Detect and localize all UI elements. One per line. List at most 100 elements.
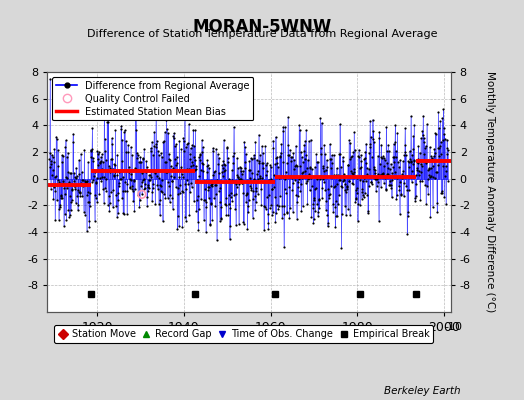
Point: [298, 174, 306, 181]
Point: [426, 174, 434, 180]
Point: [345, 212, 354, 218]
Point: [432, 131, 440, 138]
Point: [200, 178, 209, 184]
Point: [132, 98, 140, 104]
Point: [374, 152, 382, 159]
Point: [413, 165, 421, 172]
Point: [183, 177, 191, 183]
Point: [148, 189, 157, 196]
Point: [400, 179, 408, 186]
Point: [348, 180, 356, 186]
Point: [297, 149, 305, 155]
Point: [232, 191, 241, 198]
Point: [108, 135, 116, 142]
Point: [281, 176, 290, 183]
Point: [331, 224, 340, 230]
Point: [149, 152, 158, 158]
Point: [405, 158, 413, 165]
Point: [96, 154, 105, 160]
Point: [102, 176, 110, 182]
Point: [115, 169, 124, 175]
Point: [401, 152, 410, 158]
Point: [294, 193, 303, 200]
Point: [414, 172, 423, 178]
Point: [95, 160, 104, 166]
Point: [60, 223, 68, 229]
Point: [323, 164, 331, 170]
Point: [62, 174, 70, 180]
Point: [422, 160, 431, 166]
Point: [70, 174, 79, 180]
Point: [201, 186, 209, 192]
Point: [172, 159, 181, 166]
Point: [366, 118, 374, 124]
Point: [234, 174, 243, 180]
Point: [274, 164, 282, 170]
Point: [395, 164, 403, 171]
Point: [184, 181, 192, 187]
Point: [241, 144, 249, 150]
Point: [309, 220, 318, 226]
Point: [241, 158, 249, 165]
Point: [117, 126, 125, 132]
Point: [421, 145, 430, 151]
Point: [140, 146, 148, 152]
Point: [318, 120, 326, 126]
Point: [291, 177, 299, 184]
Point: [422, 121, 431, 128]
Point: [130, 208, 138, 214]
Point: [272, 154, 280, 161]
Point: [54, 147, 62, 154]
Point: [192, 163, 200, 170]
Point: [228, 198, 236, 204]
Point: [266, 178, 274, 184]
Point: [78, 169, 86, 176]
Point: [91, 192, 100, 198]
Point: [94, 156, 102, 162]
Point: [107, 188, 115, 195]
Point: [92, 180, 100, 186]
Point: [85, 198, 93, 205]
Point: [117, 158, 126, 164]
Point: [55, 206, 63, 213]
Point: [358, 186, 367, 192]
Point: [120, 129, 128, 136]
Point: [321, 187, 330, 193]
Point: [335, 192, 343, 198]
Point: [292, 162, 300, 168]
Point: [425, 165, 433, 172]
Point: [386, 182, 394, 188]
Point: [264, 226, 272, 233]
Point: [359, 174, 368, 181]
Point: [181, 181, 189, 187]
Point: [350, 166, 358, 172]
Point: [119, 210, 127, 216]
Point: [431, 130, 440, 136]
Point: [183, 166, 192, 172]
Point: [214, 188, 223, 194]
Point: [206, 182, 215, 188]
Point: [231, 178, 239, 184]
Point: [272, 202, 281, 208]
Point: [355, 146, 363, 153]
Point: [364, 166, 373, 172]
Point: [91, 169, 99, 176]
Point: [84, 217, 93, 224]
Point: [46, 76, 54, 82]
Point: [384, 165, 392, 171]
Point: [277, 149, 285, 156]
Point: [443, 136, 451, 143]
Point: [105, 193, 113, 199]
Point: [337, 244, 346, 251]
Point: [251, 138, 259, 145]
Point: [321, 166, 330, 173]
Point: [111, 169, 119, 176]
Point: [379, 171, 387, 177]
Point: [416, 150, 424, 156]
Point: [219, 164, 227, 171]
Point: [194, 193, 202, 200]
Point: [155, 175, 163, 181]
Point: [94, 162, 103, 168]
Point: [361, 155, 369, 161]
Point: [79, 176, 87, 183]
